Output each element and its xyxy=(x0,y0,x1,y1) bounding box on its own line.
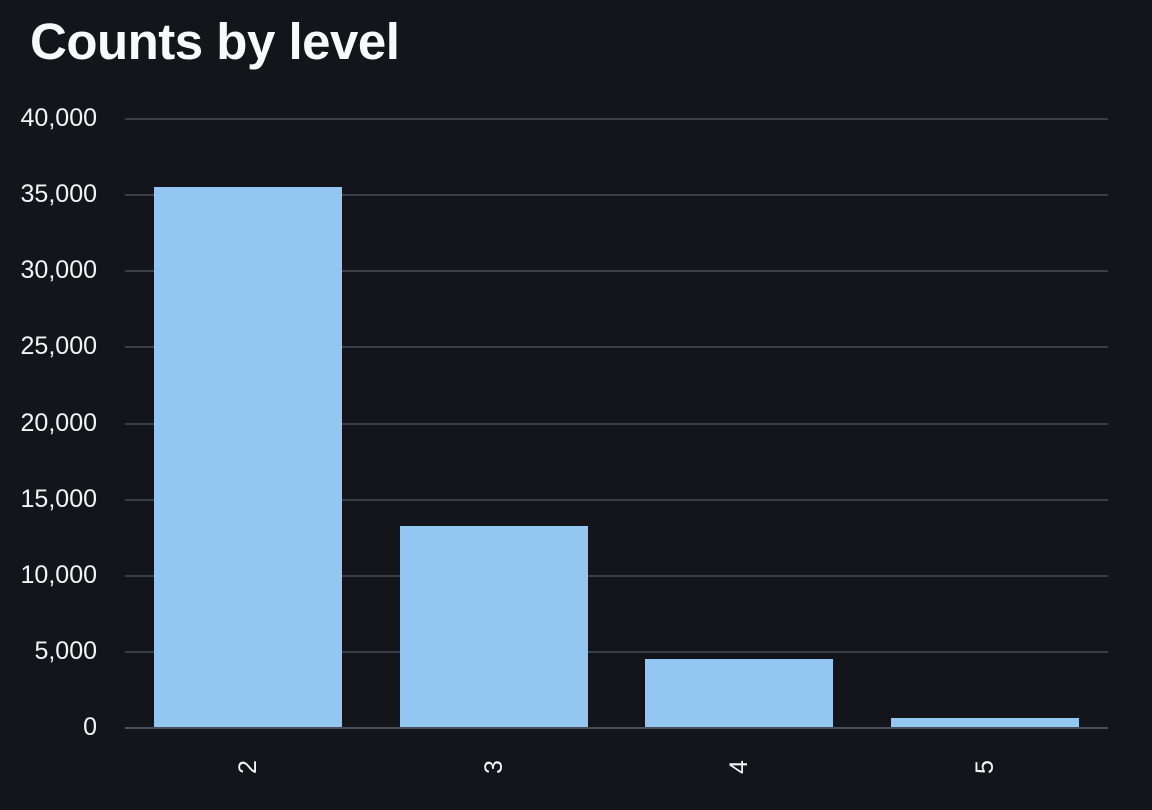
plot-area xyxy=(125,118,1108,729)
gridline xyxy=(125,194,1108,197)
y-tick-label: 20,000 xyxy=(20,408,97,437)
x-tick-label: 2 xyxy=(233,760,262,774)
y-tick-label: 30,000 xyxy=(20,256,97,285)
y-tick-label: 25,000 xyxy=(20,332,97,361)
x-tick-label: 3 xyxy=(479,760,508,774)
bar-level-2 xyxy=(153,186,342,729)
y-tick-label: 40,000 xyxy=(20,104,97,132)
y-tick-label: 35,000 xyxy=(20,180,97,209)
gridline xyxy=(125,346,1108,349)
chart-title: Counts by level xyxy=(30,13,400,70)
x-tick-label: 4 xyxy=(724,760,753,774)
y-tick-label: 5,000 xyxy=(34,636,97,665)
gridline xyxy=(125,422,1108,425)
y-tick-label: 0 xyxy=(83,713,97,741)
bar-level-5 xyxy=(891,717,1080,729)
x-axis-line xyxy=(125,727,1108,729)
x-tick-label: 5 xyxy=(970,760,999,774)
gridline xyxy=(125,650,1108,653)
bar-level-3 xyxy=(399,526,588,729)
gridline xyxy=(125,498,1108,501)
gridline xyxy=(125,118,1108,120)
gridline xyxy=(125,270,1108,273)
gridline xyxy=(125,574,1108,577)
bar-level-4 xyxy=(645,658,834,729)
y-tick-label: 10,000 xyxy=(20,560,97,589)
y-tick-label: 15,000 xyxy=(20,484,97,513)
